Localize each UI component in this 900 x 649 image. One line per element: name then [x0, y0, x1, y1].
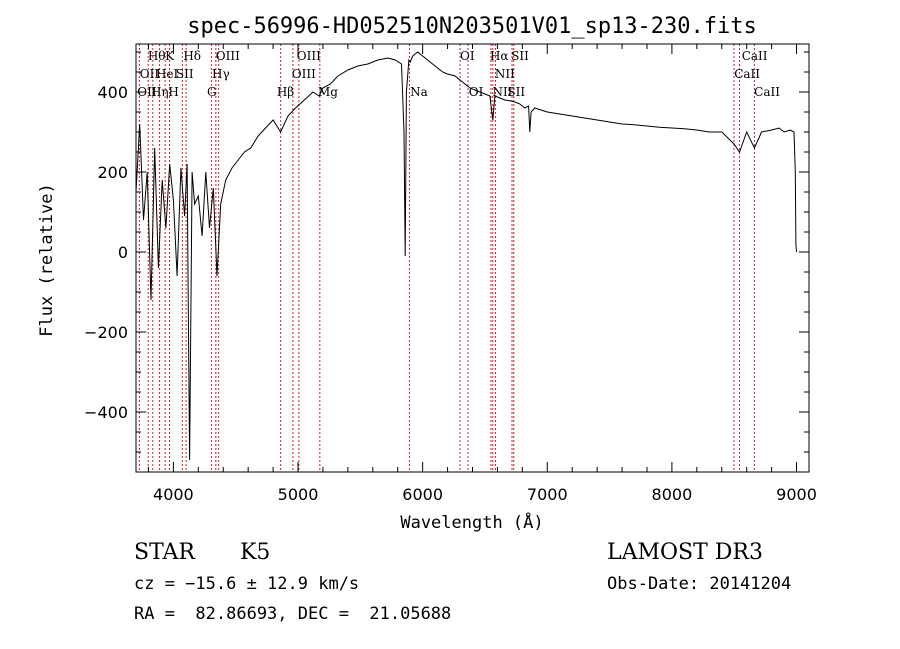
x-axis-label: Wavelength (Å) — [400, 511, 543, 533]
line-label-hei: HeI — [156, 67, 179, 81]
line-label-oiii: OIII — [216, 49, 240, 63]
chart-title: spec-56996-HD052510N203501V01_sp13-230.f… — [187, 14, 757, 39]
line-label-g: G — [207, 85, 217, 99]
coordinates-readout: RA = 82.86693, DEC = 21.05688 — [134, 604, 452, 624]
line-label-nii: NII — [492, 85, 512, 99]
line-label-hδ: Hδ — [183, 49, 201, 63]
line-label-hα: Hα — [490, 49, 509, 63]
y-tick-label: 400 — [97, 83, 128, 102]
spectrum-chart: spec-56996-HD052510N203501V01_sp13-230.f… — [37, 14, 817, 533]
line-label-hβ: Hβ — [277, 85, 294, 99]
line-label-sii: SII — [176, 67, 194, 81]
survey-name: LAMOST DR3 — [607, 540, 763, 565]
line-label-oiii: OIII — [297, 49, 321, 63]
x-tick-label: 9000 — [776, 485, 817, 504]
line-label-oi: OI — [469, 85, 484, 99]
line-label-hη: Hη — [151, 85, 169, 99]
spectrum-line — [135, 51, 797, 461]
line-label-sii: SII — [511, 49, 529, 63]
observation-date: Obs-Date: 20141204 — [607, 574, 792, 594]
x-tick-label: 5000 — [278, 485, 319, 504]
x-tick-label: 8000 — [652, 485, 693, 504]
redshift-readout: cz = −15.6 ± 12.9 km/s — [134, 574, 360, 594]
line-label-oii: OII — [140, 67, 160, 81]
line-label-hγ: Hγ — [212, 67, 230, 81]
line-label-sii: SII — [507, 85, 525, 99]
y-tick-label: −400 — [84, 403, 128, 422]
line-label-caii: CaII — [754, 85, 780, 99]
object-type: STAR — [134, 540, 195, 565]
line-label-k: K — [165, 49, 175, 63]
y-tick-label: 0 — [118, 243, 128, 262]
x-tick-label: 7000 — [527, 485, 568, 504]
line-label-oii: OII — [137, 85, 157, 99]
line-label-mg: Mg — [318, 85, 338, 99]
line-label-oiii: OIII — [292, 67, 316, 81]
axis-ticks-layer: 4000 5000 6000 7000 8000 9000 −400 −200 0 200 400 — [84, 44, 817, 504]
line-label-h: H — [168, 85, 178, 99]
line-label-hθ: Hθ — [148, 49, 166, 63]
y-tick-label: −200 — [84, 323, 128, 342]
x-tick-label: 4000 — [153, 485, 194, 504]
line-label-caii: CaII — [742, 49, 768, 63]
y-axis-label: Flux (relative) — [37, 183, 57, 337]
emission-lines-layer — [138, 44, 755, 472]
line-label-na: Na — [410, 85, 428, 99]
x-tick-label: 6000 — [402, 485, 443, 504]
plot-frame — [135, 43, 810, 473]
object-subclass: K5 — [240, 540, 271, 565]
line-label-oi: OI — [460, 49, 475, 63]
y-tick-label: 200 — [97, 163, 128, 182]
line-label-caii: CaII — [734, 67, 760, 81]
line-label-nii: NII — [495, 67, 515, 81]
